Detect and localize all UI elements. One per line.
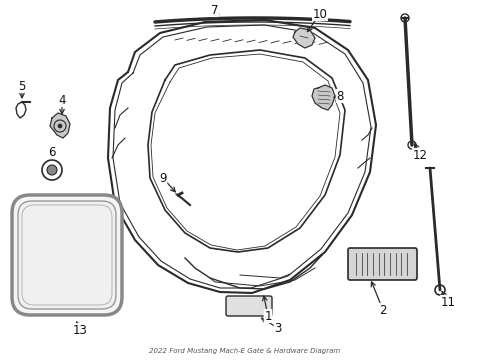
Text: 8: 8 — [336, 90, 343, 103]
Text: 11: 11 — [441, 296, 456, 309]
Text: 12: 12 — [413, 149, 427, 162]
Text: 2022 Ford Mustang Mach-E Gate & Hardware Diagram: 2022 Ford Mustang Mach-E Gate & Hardware… — [149, 348, 341, 354]
Text: 4: 4 — [58, 94, 66, 107]
Polygon shape — [312, 85, 335, 110]
Circle shape — [58, 124, 62, 128]
Text: 9: 9 — [159, 171, 167, 185]
Text: 7: 7 — [211, 4, 219, 17]
FancyBboxPatch shape — [12, 195, 122, 315]
Text: 5: 5 — [18, 80, 25, 93]
Text: 2: 2 — [379, 303, 387, 316]
Text: 6: 6 — [48, 145, 56, 158]
Text: 10: 10 — [313, 8, 327, 21]
Text: 13: 13 — [73, 324, 87, 337]
Text: 3: 3 — [274, 321, 282, 334]
Polygon shape — [50, 113, 70, 138]
Text: 1: 1 — [264, 310, 272, 323]
FancyBboxPatch shape — [226, 296, 272, 316]
Circle shape — [47, 165, 57, 175]
Polygon shape — [293, 28, 315, 48]
FancyBboxPatch shape — [348, 248, 417, 280]
FancyBboxPatch shape — [18, 201, 116, 309]
